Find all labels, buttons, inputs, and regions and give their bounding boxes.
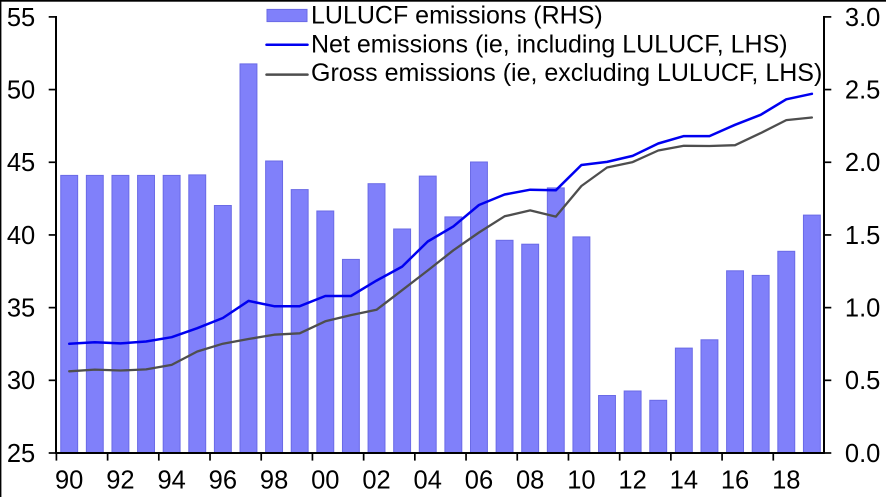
svg-text:40: 40 — [7, 222, 35, 250]
svg-text:02: 02 — [362, 467, 390, 495]
svg-text:Net emissions (ie, including L: Net emissions (ie, including LULUCF, LHS… — [311, 31, 788, 59]
svg-text:94: 94 — [157, 467, 185, 495]
svg-text:00: 00 — [311, 467, 339, 495]
svg-text:16: 16 — [721, 467, 749, 495]
svg-text:25: 25 — [7, 440, 35, 468]
svg-text:90: 90 — [55, 467, 83, 495]
svg-text:45: 45 — [7, 149, 35, 177]
svg-text:LULUCF emissions (RHS): LULUCF emissions (RHS) — [311, 1, 603, 29]
svg-text:Gross emissions (ie, excluding: Gross emissions (ie, excluding LULUCF, L… — [311, 59, 822, 87]
svg-text:50: 50 — [7, 76, 35, 104]
svg-text:12: 12 — [618, 467, 646, 495]
svg-text:3.0: 3.0 — [845, 4, 880, 32]
svg-text:35: 35 — [7, 295, 35, 323]
svg-text:1.0: 1.0 — [845, 295, 880, 323]
svg-text:92: 92 — [106, 467, 134, 495]
svg-text:55: 55 — [7, 4, 35, 32]
svg-text:1.5: 1.5 — [845, 222, 880, 250]
svg-text:30: 30 — [7, 367, 35, 395]
svg-text:96: 96 — [209, 467, 237, 495]
svg-text:0.0: 0.0 — [845, 440, 880, 468]
svg-text:2.0: 2.0 — [845, 149, 880, 177]
svg-text:08: 08 — [516, 467, 544, 495]
svg-text:14: 14 — [670, 467, 698, 495]
svg-text:2.5: 2.5 — [845, 76, 880, 104]
svg-text:0.5: 0.5 — [845, 367, 880, 395]
svg-text:18: 18 — [772, 467, 800, 495]
svg-text:98: 98 — [260, 467, 288, 495]
svg-text:06: 06 — [465, 467, 493, 495]
svg-text:04: 04 — [414, 467, 442, 495]
svg-text:10: 10 — [567, 467, 595, 495]
